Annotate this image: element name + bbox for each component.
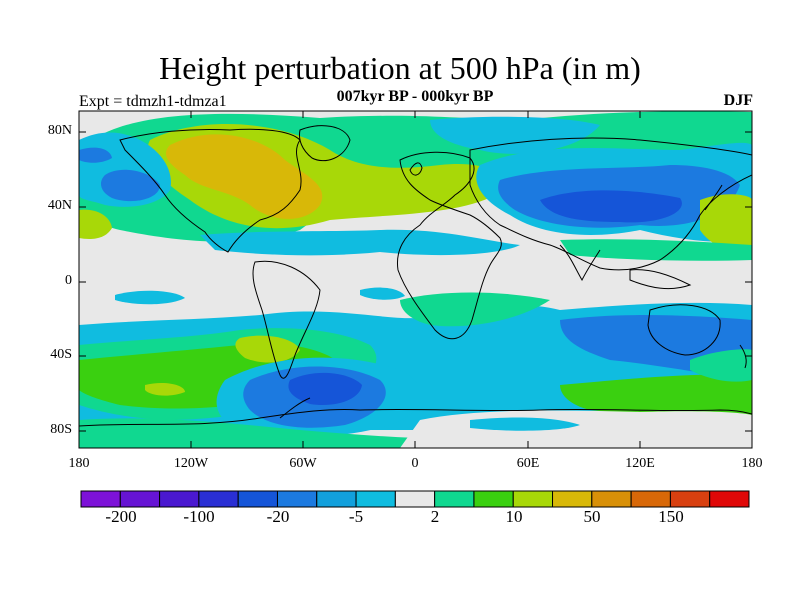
colorbar-label: -5	[348, 507, 364, 526]
colorbar-label: -20	[266, 507, 290, 526]
lon-tick-label: 0	[411, 456, 419, 471]
colorbar-swatch	[630, 490, 671, 508]
colorbar-swatch	[237, 490, 278, 508]
colorbar-label: 150	[658, 507, 684, 526]
contour-w-yellow	[79, 209, 112, 239]
contour-pac-dark	[540, 190, 682, 223]
colorbar-swatch	[434, 490, 475, 508]
contour-trop-cyan-3	[360, 287, 405, 300]
contour-s-yellow	[235, 335, 300, 363]
lat-tick-label: 40S	[50, 347, 72, 362]
colorbar-swatch	[316, 490, 357, 508]
contour-trop-green-e	[560, 239, 752, 261]
colorbar-swatch	[591, 490, 632, 508]
contour-trop-cyan-2	[115, 290, 185, 305]
experiment-label: Expt = tdmzh1-tdmza1	[79, 93, 227, 110]
axis-ticks	[78, 111, 753, 448]
contour-n-gold	[165, 134, 323, 219]
contour-antarctic-green	[79, 418, 470, 448]
colorbar-label: 50	[583, 507, 601, 526]
colorbar-swatch	[473, 490, 514, 508]
contour-s-green-e2	[690, 349, 752, 382]
lat-tick-label: 0	[65, 273, 72, 288]
colorbar-label: 2	[430, 507, 440, 526]
contour-e-yellow	[700, 194, 752, 252]
colorbar-swatch	[159, 490, 200, 508]
contour-w-blue-2	[79, 147, 112, 163]
map-title: Height perturbation at 500 hPa (in m)	[159, 50, 641, 86]
coastlines	[79, 125, 752, 427]
contour-s-yellow-2	[145, 382, 185, 396]
colorbar-swatch	[119, 490, 161, 508]
colorbar-label: 10	[505, 507, 523, 526]
lon-tick-label: 60W	[289, 456, 317, 471]
contour-s-green-e	[560, 374, 752, 421]
lon-tick-label: 180	[741, 456, 763, 471]
colorbar-swatch	[80, 490, 121, 508]
contour-trop-cyan	[200, 229, 520, 256]
lon-tick-label: 120W	[173, 456, 209, 471]
contour-s-low-dark	[288, 372, 362, 406]
colorbar-swatch	[709, 490, 750, 508]
lat-tick-label: 40N	[47, 198, 72, 213]
contour-arctic-cyan	[430, 116, 600, 154]
contour-antarctic-cyan	[470, 417, 580, 431]
contour-n-atl-dark	[100, 169, 160, 202]
colorbar-swatch	[355, 490, 396, 508]
season-label: DJF	[723, 92, 753, 109]
lon-tick-label: 180	[68, 456, 90, 471]
colorbar-swatch	[394, 490, 436, 508]
colorbar-swatch	[552, 490, 593, 508]
colorbar-swatch	[512, 490, 554, 508]
lat-tick-label: 80N	[47, 123, 72, 138]
colorbar-swatch	[276, 490, 318, 508]
colorbar-swatch	[669, 490, 711, 508]
lat-tick-label: 80S	[50, 422, 72, 437]
lon-tick-label: 60E	[516, 456, 540, 471]
colorbar-swatch	[198, 490, 239, 508]
lon-tick-label: 120E	[625, 456, 655, 471]
period-label: 007kyr BP - 000kyr BP	[336, 88, 494, 105]
colorbar-label: -100	[183, 507, 215, 526]
colorbar-label: -200	[105, 507, 137, 526]
